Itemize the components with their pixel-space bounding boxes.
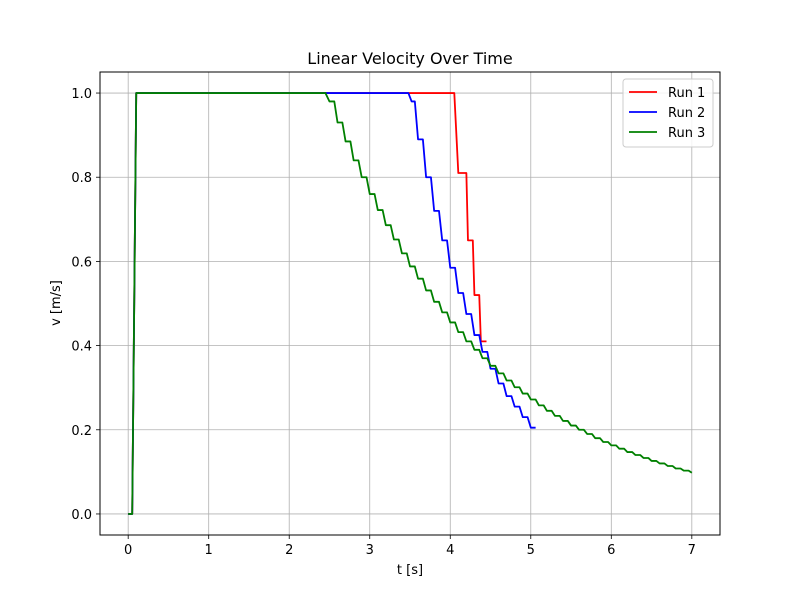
y-axis-label: v [m/s] (49, 280, 64, 326)
legend: Run 1 Run 2 Run 3 (622, 78, 714, 148)
y-tick-label: 1.0 (71, 87, 92, 102)
plot-area-frame (99, 71, 721, 536)
axis-ticks: 0 1 2 3 4 5 6 7 0.0 0.2 0.4 0.6 0.8 1.0 (71, 87, 696, 558)
x-tick-label: 3 (366, 543, 374, 558)
x-tick-label: 4 (446, 543, 454, 558)
x-tick-label: 6 (607, 543, 615, 558)
legend-label-run-1: Run 1 (668, 86, 705, 101)
x-tick-label: 7 (688, 543, 696, 558)
legend-label-run-2: Run 2 (668, 106, 705, 121)
x-tick-label: 0 (124, 543, 132, 558)
chart-title: Linear Velocity Over Time (307, 49, 512, 68)
series-line-run-2 (128, 92, 536, 515)
y-tick-label: 0.0 (71, 508, 92, 523)
x-tick-label: 2 (285, 543, 293, 558)
x-tick-label: 5 (527, 543, 535, 558)
y-tick-label: 0.8 (71, 171, 92, 186)
x-tick-label: 1 (205, 543, 213, 558)
y-tick-label: 0.4 (71, 340, 92, 355)
legend-label-run-3: Run 3 (668, 126, 705, 141)
y-tick-label: 0.6 (71, 255, 92, 270)
x-axis-label: t [s] (397, 563, 423, 578)
legend-frame (622, 78, 714, 148)
y-tick-label: 0.2 (71, 424, 92, 439)
series-line-run-3 (128, 92, 693, 515)
series-lines (128, 92, 693, 515)
